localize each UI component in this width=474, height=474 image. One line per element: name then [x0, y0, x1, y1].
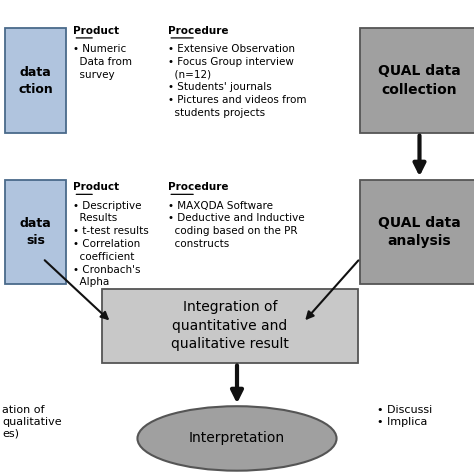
Text: data
sis: data sis: [20, 217, 51, 247]
Text: QUAL data
collection: QUAL data collection: [378, 64, 461, 97]
Text: Procedure: Procedure: [168, 26, 229, 36]
Text: • Extensive Observation
• Focus Group interview
  (n=12)
• Students' journals
• : • Extensive Observation • Focus Group in…: [168, 44, 307, 118]
Text: Product: Product: [73, 26, 119, 36]
Text: Integration of
quantitative and
qualitative result: Integration of quantitative and qualitat…: [171, 301, 289, 351]
Text: Interpretation: Interpretation: [189, 431, 285, 446]
Text: Product: Product: [73, 182, 119, 192]
Text: • Descriptive
  Results
• t-test results
• Correlation
  coefficient
• Cronbach': • Descriptive Results • t-test results •…: [73, 201, 149, 287]
Text: Procedure: Procedure: [168, 182, 229, 192]
Text: • Discussi
• Implica: • Discussi • Implica: [377, 405, 432, 427]
FancyBboxPatch shape: [5, 28, 66, 133]
Text: data
ction: data ction: [18, 65, 53, 96]
Ellipse shape: [137, 406, 337, 471]
FancyBboxPatch shape: [102, 289, 358, 363]
Text: • MAXQDA Software
• Deductive and Inductive
  coding based on the PR
  construct: • MAXQDA Software • Deductive and Induct…: [168, 201, 305, 249]
Text: QUAL data
analysis: QUAL data analysis: [378, 216, 461, 248]
FancyBboxPatch shape: [360, 28, 474, 133]
FancyBboxPatch shape: [5, 180, 66, 284]
Text: • Numeric
  Data from
  survey: • Numeric Data from survey: [73, 44, 132, 80]
FancyBboxPatch shape: [360, 180, 474, 284]
Text: ation of
qualitative
es): ation of qualitative es): [2, 405, 62, 438]
